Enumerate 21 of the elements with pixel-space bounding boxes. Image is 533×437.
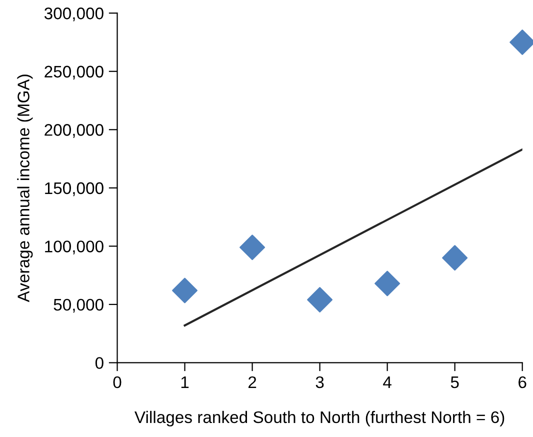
- y-tick-label: 0: [95, 357, 104, 369]
- point: [374, 270, 400, 296]
- point: [307, 287, 333, 313]
- y-tick-label: 200,000: [44, 124, 104, 138]
- x-tick-label: 5: [450, 376, 459, 388]
- x-tick-label: 2: [248, 376, 256, 388]
- y-tick-label: 100,000: [45, 240, 104, 254]
- point: [240, 234, 266, 260]
- y-tick-label: 250,000: [44, 66, 104, 80]
- x-tick-label: 4: [383, 376, 392, 388]
- y-tick-label: 150,000: [45, 182, 104, 196]
- point: [172, 278, 198, 304]
- y-axis-title: Average annual income (MGA): [17, 74, 33, 302]
- y-tick-label: 50,000: [54, 298, 104, 313]
- point: [442, 245, 468, 271]
- y-tick-label: 300,000: [44, 8, 104, 22]
- x-tick-label: 0: [113, 376, 122, 388]
- x-tick-label: 1: [181, 376, 189, 388]
- x-axis-title: Villages ranked South to North (furthest North = 6): [134, 410, 504, 426]
- x-tick-label: 3: [316, 376, 324, 388]
- x-tick-label: 6: [518, 376, 526, 388]
